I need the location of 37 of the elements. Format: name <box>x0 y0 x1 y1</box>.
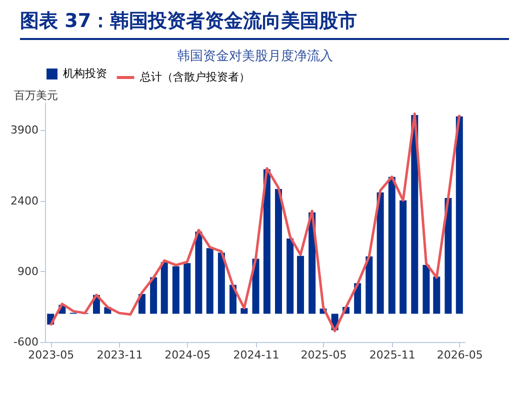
x-tick-label: 2023-11 <box>96 348 143 362</box>
y-tick-label: -600 <box>14 336 38 348</box>
y-tick-label: 900 <box>18 264 38 278</box>
bar <box>150 277 158 314</box>
bar <box>263 169 270 314</box>
line-series <box>49 112 461 332</box>
bar <box>240 308 248 314</box>
bar <box>172 266 180 314</box>
bar <box>275 189 282 314</box>
chart-subtitle: 韩国资金对美股月度净流入 <box>177 48 333 64</box>
bar <box>433 276 440 314</box>
bar <box>456 116 463 314</box>
legend-label: 总计（含散户投资者） <box>139 70 250 84</box>
bar <box>297 256 304 314</box>
y-axis-title: 百万美元 <box>14 88 58 103</box>
bar <box>422 264 430 314</box>
bar <box>376 192 384 314</box>
bar <box>388 176 396 314</box>
x-tick-label: 2023-05 <box>28 348 74 362</box>
bar <box>366 256 373 314</box>
x-tick-label: 2025-05 <box>300 348 347 362</box>
bar <box>206 248 214 314</box>
x-tick-label: 2026-05 <box>436 348 483 362</box>
bar <box>286 238 294 314</box>
bar <box>160 262 168 314</box>
bar <box>218 252 225 314</box>
bar <box>400 200 407 314</box>
bar <box>195 232 202 314</box>
bar <box>444 198 452 314</box>
bar <box>184 263 191 314</box>
y-tick-label: 3900 <box>10 124 38 137</box>
y-tick-label: 2400 <box>10 194 38 208</box>
x-tick-label: 2024-05 <box>164 348 211 362</box>
x-tick-label: 2024-11 <box>233 348 280 362</box>
legend-label: 机构投资 <box>63 67 107 80</box>
x-tick-label: 2025-11 <box>369 348 416 362</box>
chart-title: 图表 37：韩国投资者资金流向美国股市 <box>20 8 509 40</box>
